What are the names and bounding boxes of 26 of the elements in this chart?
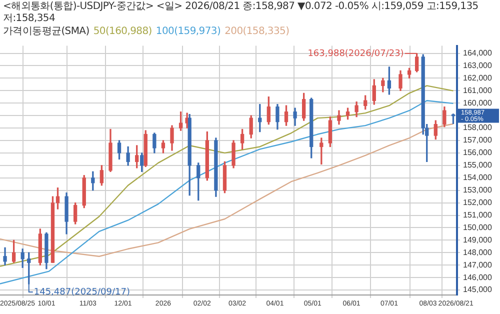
y-tick-label: 157,000 (463, 136, 492, 145)
chart-subtitle: 가격이동평균(SMA) (3, 26, 90, 37)
text: 50(160,988) (93, 26, 152, 37)
annotation: 145,487(2025/09/17) (34, 287, 130, 298)
y-tick-label: 152,000 (463, 198, 492, 207)
y-tick-label: 147,000 (463, 260, 492, 270)
y-tick-label: 156,000 (463, 148, 492, 158)
y-tick-label: 151,000 (463, 210, 492, 220)
y-tick-label: 149,000 (463, 235, 492, 244)
y-tick-label: 155,000 (463, 160, 492, 170)
y-tick-label: 154,000 (463, 173, 492, 182)
y-tick-label: 160,000 (463, 98, 492, 108)
y-tick-label: 146,000 (463, 272, 492, 282)
chart-title: <해외통화(통합)-USDJPY-중간값> <일> 2026/08/21 종:158,987 ▼0.072 -0.05% 시:159,059 고:159,135 저:158,354 (2, 0, 480, 26)
y-tick-label: 164,000 (463, 48, 492, 58)
y-tick-label: 162,000 (463, 73, 492, 82)
text: 100(159,973) (156, 26, 221, 37)
y-tick-label: 150,000 (463, 222, 492, 232)
text: 200(158,335) (224, 26, 290, 37)
y-tick-label: 145,000 (463, 285, 492, 294)
y-tick-label: 153,000 (463, 186, 492, 195)
y-tick-label: 148,000 (463, 248, 492, 257)
y-tick-label: 163,000 (463, 60, 492, 70)
annotation: 163,988(2026/07/23) (308, 48, 404, 59)
y-tick-label: 161,000 (463, 86, 492, 95)
y-tick-label: 158,000 (463, 123, 492, 132)
